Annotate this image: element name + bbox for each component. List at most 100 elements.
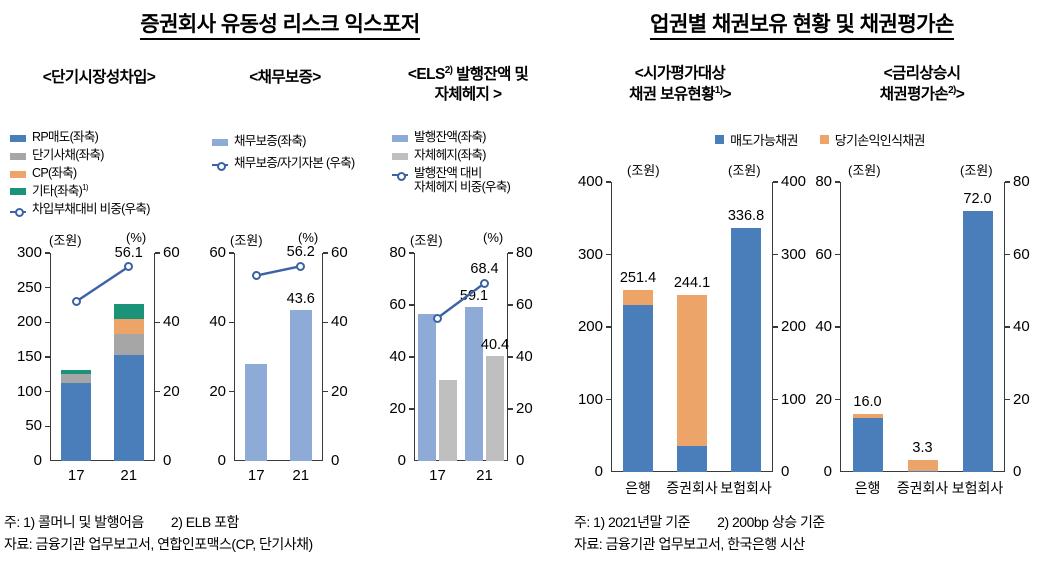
bar-segment	[852, 414, 883, 418]
bar	[418, 314, 436, 461]
right-panel-title: 업권별 채권보유 현황 및 채권평가손	[560, 8, 1044, 40]
bar	[439, 379, 457, 461]
y-axis-tick	[229, 252, 234, 254]
line-value-label: 56.2	[286, 244, 315, 261]
y-axis-tick	[45, 252, 50, 254]
y-axis-tick	[606, 253, 611, 256]
x-axis-label: 보험회사	[951, 480, 1004, 496]
y2-axis-tick	[1005, 253, 1010, 256]
y-axis-label: 300	[577, 245, 603, 263]
y-axis-label: 200	[577, 318, 603, 335]
y-axis-tick	[409, 304, 414, 306]
chart-1-right-unit: (%)	[126, 230, 147, 245]
chart-2-plot-area	[234, 253, 323, 461]
legend-item-other: 기타(좌축)1)	[10, 183, 200, 199]
y2-axis-tick	[323, 252, 328, 254]
bar	[486, 355, 504, 461]
legend-label-rp-sale: RP매도(좌축)	[32, 130, 99, 144]
legend-swatch-guarantee-capital-ratio	[212, 161, 228, 171]
y-axis-label: 0	[594, 463, 603, 480]
y2-axis-label: 60	[163, 244, 180, 261]
y-axis-tick	[409, 408, 414, 410]
bar-value-label: 40.4	[480, 336, 510, 353]
x-axis-label: 21	[120, 467, 138, 484]
legend-swatch-self-hedge	[392, 152, 408, 160]
chart-2-right-unit: (%)	[298, 230, 319, 245]
y2-axis-label: 20	[1013, 390, 1030, 408]
y-axis-label: 400	[577, 173, 603, 190]
y2-axis-label: 60	[331, 244, 348, 261]
chart-debt-guarantee: (조원) (%) 0 20 40 60 0 20 40 60 43.6 56.2 17 21	[195, 230, 380, 484]
chart-1-title: <단기시장성차입>	[42, 69, 156, 86]
legend-swatch-fvpl-bond	[819, 135, 829, 144]
x-axis-label: 17	[429, 467, 446, 484]
legend-label-other: 기타(좌축)1)	[32, 183, 89, 199]
y2-axis-label: 40	[516, 348, 533, 365]
legend-label-borrowing-ratio: 차입부채대비 비중(우축)	[32, 202, 150, 217]
y-axis-tick	[229, 390, 234, 393]
bar-segment	[677, 445, 707, 472]
y2-axis-tick	[1005, 326, 1010, 328]
y-axis-label: 60	[815, 245, 832, 263]
line-marker	[480, 278, 489, 288]
chart-5-left-unit: (조원)	[848, 163, 881, 178]
x-axis-label: 은행	[625, 480, 651, 496]
chart-1-plot-area	[50, 253, 155, 461]
line-value-label: 68.4	[470, 261, 499, 278]
bar	[465, 307, 483, 461]
chart-2-title: <채무보증>	[249, 69, 321, 86]
y-axis-tick	[409, 252, 414, 254]
y-axis-label: 60	[209, 244, 226, 261]
chart-4-left-unit: (조원)	[627, 163, 660, 178]
y-axis-label: 0	[823, 463, 832, 480]
y-axis-label: 300	[16, 244, 42, 261]
y2-axis-label: 20	[516, 400, 533, 417]
bar-segment	[907, 460, 938, 471]
legend-swatch-other	[10, 188, 26, 196]
chart-1-left-unit: (조원)	[49, 233, 82, 248]
y-axis-label: 200	[16, 313, 42, 331]
y2-axis-tick	[1005, 181, 1010, 183]
bar-value-label: 16.0	[853, 394, 882, 410]
y-axis-tick	[606, 398, 611, 401]
y2-axis-tick	[155, 252, 160, 254]
y2-axis-label: 60	[1013, 245, 1030, 263]
legend-label-cp: CP(좌축)	[32, 165, 77, 180]
line-marker	[296, 261, 306, 271]
legend-item-self-hedge: 자체헤지(좌축)	[392, 148, 557, 163]
legend-item-borrowing-ratio: 차입부채대비 비중(우축)	[10, 202, 200, 218]
bar-segment	[962, 211, 993, 472]
bar-value-label: 3.3	[912, 440, 933, 457]
legend-label-self-hedge: 자체헤지(좌축)	[414, 147, 486, 162]
y2-axis-tick	[773, 326, 778, 328]
y-axis-tick	[409, 356, 414, 358]
legend-swatch-borrowing-ratio	[10, 207, 26, 218]
legend-item-self-hedge-ratio: 발행잔액 대비 자체헤지 비중(우축)	[392, 166, 557, 196]
y2-axis-tick	[323, 321, 328, 324]
legend-item-debt-guarantee: 채무보증(좌축)	[212, 134, 377, 149]
legend-item-short-term-bond: 단기사채(좌축)	[10, 148, 200, 163]
chart-3-legend: 발행잔액(좌축) 자체헤지(좌축) 발행잔액 대비 자체헤지 비중(우축)	[392, 130, 557, 198]
y-axis-label: 0	[217, 452, 226, 469]
bar-value-label: 43.6	[286, 290, 315, 307]
legend-item-guarantee-capital-ratio: 채무보증/자기자본 (우축)	[212, 156, 377, 171]
y-axis-label: 40	[815, 318, 832, 335]
line-marker	[124, 262, 134, 272]
y-axis-label: 40	[209, 313, 226, 331]
y-axis-label: 50	[25, 417, 42, 435]
bar-value-label: 244.1	[673, 275, 711, 292]
y2-axis-label: 0	[1013, 463, 1022, 480]
legend-label-fvpl-bond: 당기손익인식채권	[834, 133, 926, 148]
y-axis-label: 0	[33, 452, 42, 469]
y2-axis-label: 0	[781, 463, 790, 480]
y2-axis-label: 0	[516, 452, 525, 469]
legend-swatch-self-hedge-ratio	[392, 171, 408, 181]
y-axis-tick	[45, 356, 50, 358]
y2-axis-label: 60	[516, 296, 533, 313]
legend-swatch-issuance-balance	[392, 135, 408, 142]
x-axis-label: 증권회사	[896, 480, 949, 496]
legend-swatch-short-term-bond	[10, 152, 26, 160]
y-axis-tick	[835, 253, 840, 256]
els-footnote-marker: 2)	[444, 65, 453, 76]
left-panel: 증권회사 유동성 리스크 익스포저 <단기시장성차입> <채무보증> <ELS2…	[4, 13, 557, 552]
